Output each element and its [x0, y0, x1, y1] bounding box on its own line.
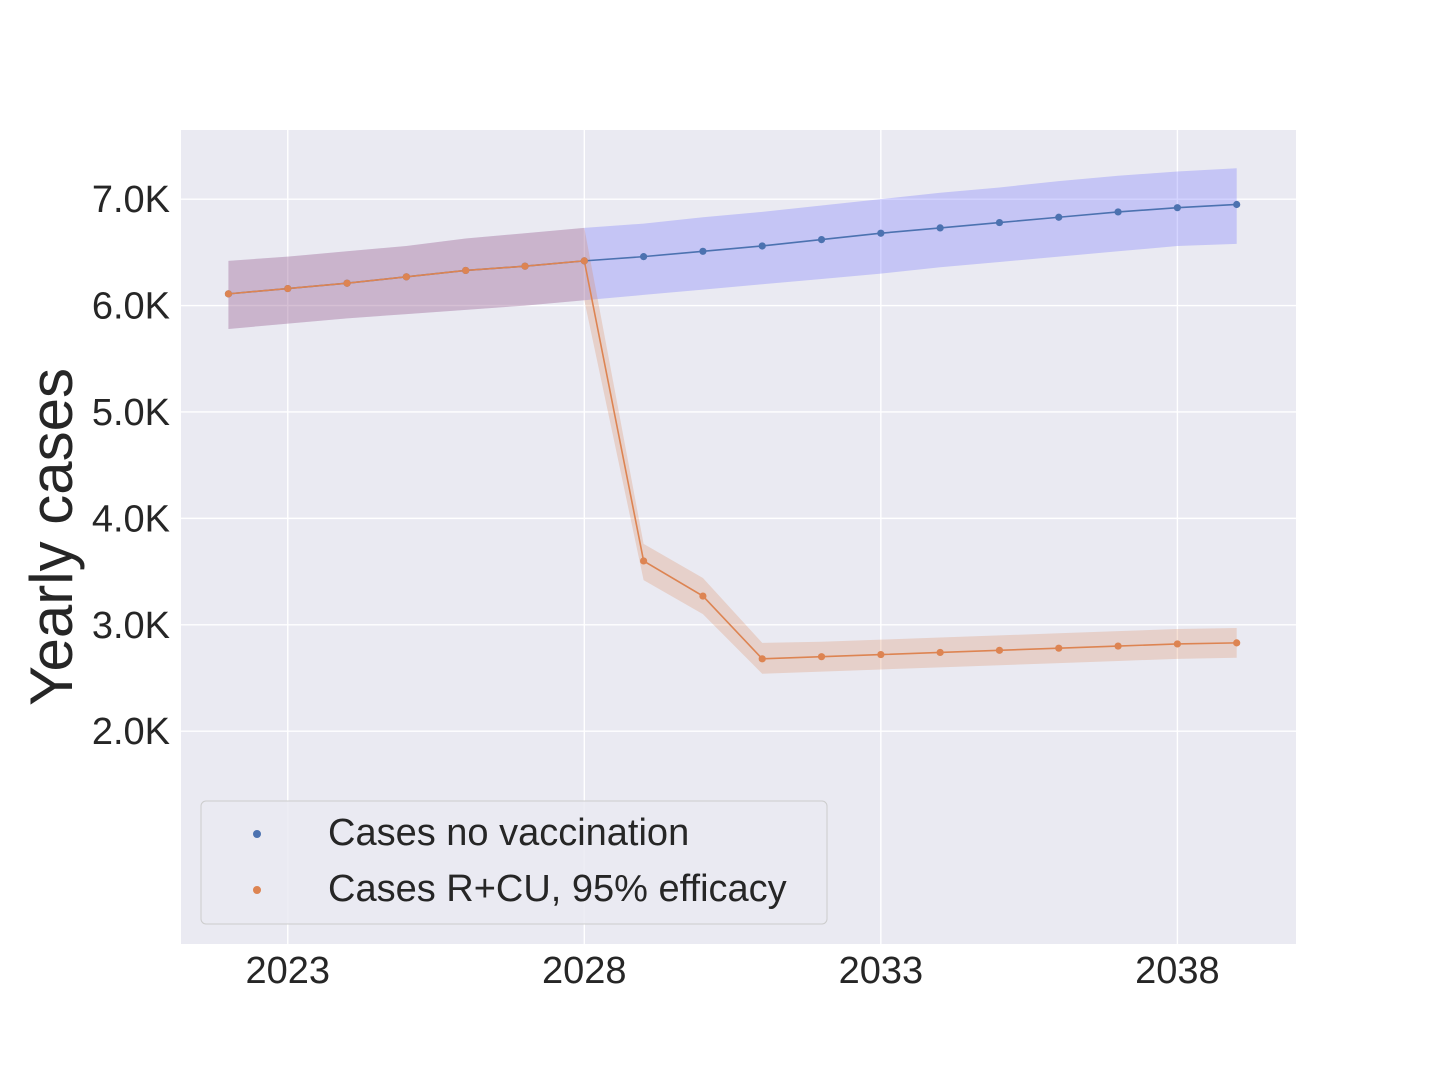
data-point-1: [1233, 639, 1241, 647]
data-point-1: [284, 284, 292, 293]
y-tick-label: 5.0K: [92, 392, 170, 434]
data-point-1: [877, 650, 885, 659]
series-lines: [228, 203, 1237, 660]
data-point-0: [817, 235, 826, 244]
y-tick-label: 6.0K: [92, 286, 170, 328]
data-point-1: [1055, 644, 1063, 652]
confidence-band-1: [228, 227, 1237, 674]
data-point-1: [521, 262, 529, 270]
y-tick-label: 2.0K: [92, 711, 170, 753]
data-point-0: [1055, 213, 1063, 221]
data-point-0: [936, 224, 944, 232]
series-points: [224, 200, 1241, 663]
data-point-0: [995, 218, 1004, 227]
data-point-1: [699, 592, 707, 600]
y-axis-label: Yearly cases: [18, 368, 85, 706]
data-point-1: [995, 646, 1004, 654]
legend-label-no-vaccination: Cases no vaccination: [328, 812, 689, 854]
legend-marker-rcu-efficacy: [253, 886, 261, 894]
x-tick-label: 2028: [542, 950, 627, 992]
data-point-0: [699, 247, 707, 255]
data-point-0: [1233, 200, 1241, 209]
data-point-1: [402, 273, 410, 281]
data-point-1: [758, 655, 766, 663]
legend-marker-no-vaccination: [253, 830, 261, 838]
data-point-1: [343, 279, 351, 287]
data-point-1: [462, 266, 470, 275]
data-point-1: [580, 257, 588, 265]
data-point-0: [1114, 208, 1122, 216]
legend: Cases no vaccination Cases R+CU, 95% eff…: [200, 800, 828, 925]
data-point-1: [224, 290, 233, 298]
data-point-1: [936, 648, 944, 657]
data-point-0: [640, 253, 648, 261]
x-tick-label: 2023: [245, 950, 330, 992]
data-point-0: [877, 229, 885, 237]
grid: [181, 130, 1296, 944]
data-point-1: [817, 653, 826, 661]
legend-box: [200, 800, 828, 925]
y-tick-label: 3.0K: [92, 605, 170, 647]
y-tick-labels: 2.0K 3.0K 4.0K 5.0K 6.0K 7.0K: [92, 179, 170, 753]
series-line-1: [228, 260, 1237, 660]
data-point-1: [640, 557, 648, 565]
x-tick-label: 2033: [839, 950, 924, 992]
x-tick-labels: 2023 2028 2033 2038: [245, 950, 1219, 992]
data-point-1: [1114, 642, 1122, 650]
x-tick-label: 2038: [1135, 950, 1220, 992]
data-point-0: [758, 242, 766, 250]
data-point-0: [1173, 204, 1181, 212]
legend-label-rcu-efficacy: Cases R+CU, 95% efficacy: [328, 868, 787, 910]
y-tick-label: 4.0K: [92, 498, 170, 540]
y-tick-label: 7.0K: [92, 179, 170, 221]
data-point-1: [1173, 640, 1181, 648]
